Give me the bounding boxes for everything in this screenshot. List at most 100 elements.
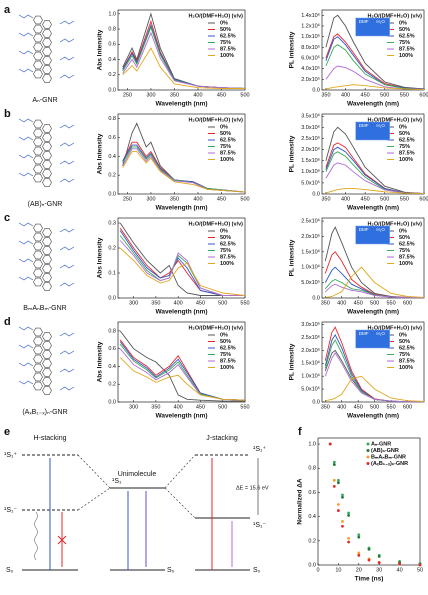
x-tick-label: 500 xyxy=(380,92,389,98)
y-tick-label: 0.0 xyxy=(312,191,320,197)
y-tick-label: 2.5x10⁶ xyxy=(301,218,320,225)
y-axis-label: Abs Intensity xyxy=(97,29,104,70)
inset-photo xyxy=(355,121,390,141)
legend-label: 62.5% xyxy=(220,345,236,351)
ring xyxy=(42,377,52,386)
ring xyxy=(42,65,52,74)
legend-label: 100% xyxy=(220,365,234,371)
connector xyxy=(164,454,196,489)
y-tick-label: 4.0x10⁵ xyxy=(301,65,320,72)
y-tick-label: 5.0x10⁵ xyxy=(301,279,320,286)
legend-label: 87.5% xyxy=(220,254,236,260)
ring xyxy=(33,155,43,165)
x-tick-label: 600 xyxy=(419,196,428,202)
molecule-label: (AB)ₙ-GNR xyxy=(28,201,63,208)
ring xyxy=(33,259,43,269)
panel-letter: d xyxy=(4,316,11,328)
legend-marker xyxy=(366,455,370,459)
data-point xyxy=(332,478,336,482)
y-tick-label: 5.0x10⁵ xyxy=(301,386,320,393)
y-tick-label: 1.4x10⁶ xyxy=(301,12,320,19)
x-tick-label: 300 xyxy=(129,300,138,306)
legend-label: 75% xyxy=(399,144,410,150)
diagram-title: Unimolecule xyxy=(118,471,157,478)
legend-label: 87.5% xyxy=(220,150,236,156)
data-point xyxy=(337,509,340,512)
ring xyxy=(42,246,52,255)
ring xyxy=(42,56,52,65)
data-point xyxy=(357,533,361,537)
y-tick-label: 0.6 xyxy=(108,42,116,48)
panel-letter: b xyxy=(4,108,11,120)
series-line xyxy=(325,84,425,90)
x-tick-label: 250 xyxy=(123,92,132,98)
y-tick-label: 0.4 xyxy=(108,154,116,160)
y-tick-label: 0.4 xyxy=(108,57,116,63)
legend-label: 100% xyxy=(399,53,413,59)
level-label: S₀ xyxy=(253,567,261,574)
legend-label: Aₙ-GNR xyxy=(371,441,391,447)
side-chain xyxy=(18,344,34,349)
ring xyxy=(33,33,43,43)
y-tick-label: 0.2 xyxy=(308,538,316,544)
ring xyxy=(33,137,43,147)
diagram-title: J-stacking xyxy=(206,435,238,442)
series-line xyxy=(324,283,424,299)
series-line xyxy=(119,247,246,296)
x-tick-label: 20 xyxy=(356,567,362,573)
y-tick-label: 2.0x10⁵ xyxy=(301,76,320,83)
x-tick-label: 350 xyxy=(321,196,330,202)
plot-frame xyxy=(321,321,425,403)
ring xyxy=(33,42,43,52)
series-line xyxy=(325,266,425,298)
series-line xyxy=(325,14,425,90)
x-axis-label: Wavelength (nm) xyxy=(347,413,399,420)
y-tick-label: 2.0x10⁶ xyxy=(301,233,320,240)
y-axis-label: PL intensity xyxy=(289,135,296,172)
level-label: ¹S₁ xyxy=(112,478,122,485)
inset-label: H₂O xyxy=(376,123,385,128)
x-tick-label: 400 xyxy=(193,196,202,202)
side-chain xyxy=(59,264,75,269)
side-chain xyxy=(59,160,75,165)
legend-label: 50% xyxy=(220,131,231,137)
x-tick-label: 500 xyxy=(380,196,389,202)
x-tick-label: 400 xyxy=(174,300,183,306)
y-tick-label: 0.0 xyxy=(312,295,320,301)
x-tick-label: 400 xyxy=(174,404,183,410)
side-chain xyxy=(18,240,34,245)
ring xyxy=(42,386,52,395)
x-tick-label: 450 xyxy=(217,92,226,98)
legend-label: 0% xyxy=(220,20,228,26)
legend-label: 87.5% xyxy=(399,358,415,364)
x-tick-label: 350 xyxy=(321,404,330,410)
plot-frame xyxy=(321,217,425,299)
side-chain xyxy=(18,68,34,73)
energy-diagram xyxy=(22,454,259,571)
ring xyxy=(33,119,43,129)
y-tick-label: 0.4 xyxy=(108,364,116,370)
level-label: ¹S₁⁻ xyxy=(253,522,266,529)
legend-title: H₂O/(DMF+H₂O) (v/v) xyxy=(188,221,243,227)
side-chain xyxy=(59,56,75,61)
y-tick-label: 1.5x10⁶ xyxy=(301,157,320,164)
ring xyxy=(42,133,52,142)
ring xyxy=(33,60,43,70)
series-line xyxy=(122,47,245,89)
side-chain xyxy=(59,332,75,337)
y-axis-label: Normalized ΔA xyxy=(297,478,304,525)
energy-diagram-labels: H-stacking Unimolecule J-stacking ¹S₁⁺ ¹… xyxy=(4,435,269,574)
molecule xyxy=(18,326,75,395)
series-line xyxy=(119,357,246,401)
side-chain xyxy=(18,136,34,141)
x-tick-label: 450 xyxy=(217,196,226,202)
ring xyxy=(42,47,52,56)
x-axis-label: Wavelength (nm) xyxy=(155,205,207,212)
legend-title: H₂O/(DMF+H₂O) (v/v) xyxy=(367,221,422,227)
y-tick-label: 2.0x10⁶ xyxy=(301,146,320,153)
x-tick-label: 550 xyxy=(240,404,249,410)
y-tick-label: 1.0x10⁶ xyxy=(301,33,320,40)
data-point xyxy=(337,478,340,482)
x-tick-label: 350 xyxy=(151,300,160,306)
legend-label: 100% xyxy=(220,53,234,59)
